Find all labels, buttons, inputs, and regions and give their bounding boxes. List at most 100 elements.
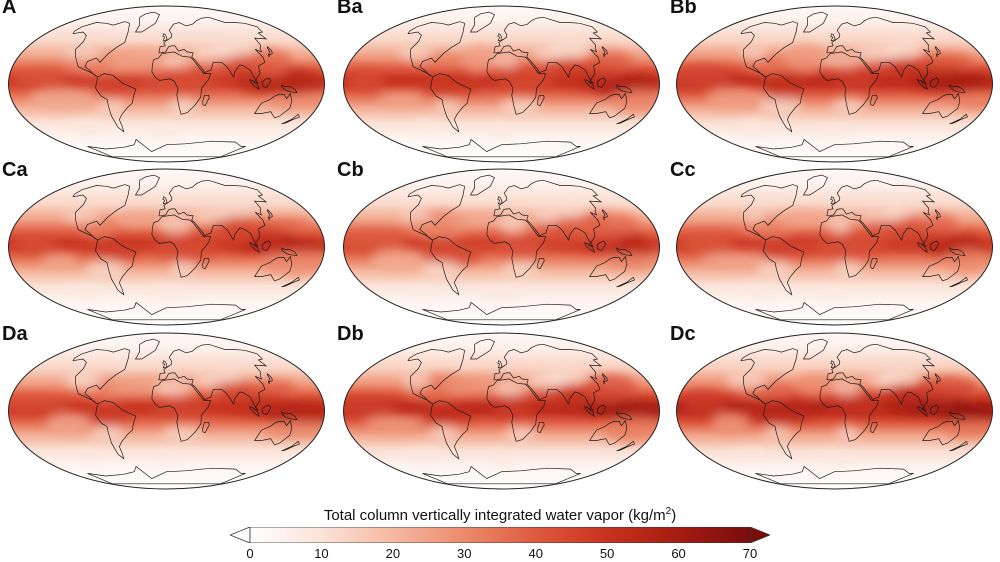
panel-label: Cb (337, 159, 364, 181)
australia-outline (588, 419, 628, 446)
sumatra-outline (249, 79, 260, 91)
map-border (676, 168, 993, 326)
borneo-outline (261, 404, 272, 415)
antarctica-outline (422, 138, 581, 158)
europe-asia-outline (826, 179, 936, 247)
borneo-outline (596, 240, 607, 251)
south-america-outline (763, 236, 805, 296)
south-america-outline (95, 400, 137, 460)
antarctica-outline (87, 138, 246, 158)
world-map (8, 332, 325, 490)
antarctica-outline (87, 465, 246, 485)
madagascar-outline (537, 94, 545, 107)
africa-outline (486, 378, 547, 442)
antarctica-outline (422, 465, 581, 485)
world-map (343, 168, 660, 326)
madagascar-outline (202, 421, 210, 434)
new-guinea-outline (280, 411, 298, 421)
greenland-outline (469, 338, 495, 360)
uk-outline (497, 196, 503, 205)
sumatra-outline (249, 406, 260, 418)
new-guinea-outline (615, 411, 633, 421)
new-zealand-outline (281, 113, 300, 125)
new-guinea-outline (948, 84, 966, 94)
colorbar-bar (249, 527, 751, 543)
map-panel: A (0, 0, 333, 164)
south-america-outline (95, 73, 137, 133)
sumatra-outline (917, 406, 928, 418)
new-guinea-outline (615, 84, 633, 94)
borneo-outline (261, 77, 272, 88)
greenland-outline (134, 174, 160, 196)
new-guinea-outline (615, 247, 633, 257)
africa-outline (819, 378, 880, 442)
greenland-outline (469, 174, 495, 196)
map-border (676, 5, 993, 163)
japan-outline (266, 209, 273, 221)
colorbar-tick-label: 0 (246, 546, 254, 561)
new-guinea-outline (280, 84, 298, 94)
australia-outline (588, 255, 628, 282)
map-panel: Da (0, 323, 333, 491)
madagascar-outline (202, 94, 210, 107)
south-america-outline (430, 73, 472, 133)
map-panel: Ca (0, 159, 333, 327)
map-border (8, 5, 325, 163)
colorbar-tick-label: 30 (457, 546, 472, 561)
uk-outline (162, 33, 168, 42)
australia-outline (921, 419, 961, 446)
north-america-outline (740, 184, 798, 241)
greenland-outline (469, 11, 495, 33)
panel-label: Da (2, 323, 28, 345)
australia-outline (253, 255, 293, 282)
map-border (343, 5, 660, 163)
panel-label: Ba (337, 0, 363, 18)
greenland-outline (134, 338, 160, 360)
south-america-outline (430, 400, 472, 460)
japan-outline (934, 209, 941, 221)
panel-label: Dc (670, 323, 696, 345)
borneo-outline (929, 404, 940, 415)
antarctica-outline (755, 138, 914, 158)
map-border (676, 332, 993, 490)
africa-outline (819, 51, 880, 115)
north-america-outline (740, 21, 798, 78)
world-map (343, 332, 660, 490)
japan-outline (266, 46, 273, 58)
panel-label: A (2, 0, 17, 18)
map-panel: Dc (668, 323, 1000, 491)
borneo-outline (596, 404, 607, 415)
world-map (676, 5, 993, 163)
japan-outline (934, 373, 941, 385)
greenland-outline (802, 174, 828, 196)
japan-outline (601, 46, 608, 58)
colorbar-tick-label: 60 (671, 546, 686, 561)
new-guinea-outline (948, 247, 966, 257)
africa-outline (819, 214, 880, 278)
uk-outline (162, 196, 168, 205)
new-zealand-outline (616, 113, 635, 125)
south-america-outline (763, 73, 805, 133)
map-border (8, 332, 325, 490)
colorbar-tick-label: 20 (385, 546, 401, 561)
antarctica-outline (755, 465, 914, 485)
europe-asia-outline (493, 343, 603, 411)
new-zealand-outline (949, 113, 968, 125)
borneo-outline (596, 77, 607, 88)
new-zealand-outline (949, 440, 968, 452)
madagascar-outline (202, 257, 210, 270)
world-map (8, 5, 325, 163)
australia-outline (253, 419, 293, 446)
europe-asia-outline (158, 16, 268, 84)
south-america-outline (430, 236, 472, 296)
new-zealand-outline (281, 276, 300, 288)
sumatra-outline (917, 242, 928, 254)
europe-asia-outline (493, 16, 603, 84)
panel-label: Db (337, 323, 364, 345)
australia-outline (921, 92, 961, 119)
greenland-outline (802, 11, 828, 33)
borneo-outline (929, 240, 940, 251)
sumatra-outline (584, 79, 595, 91)
colorbar-extend-high (749, 527, 770, 543)
uk-outline (497, 360, 503, 369)
